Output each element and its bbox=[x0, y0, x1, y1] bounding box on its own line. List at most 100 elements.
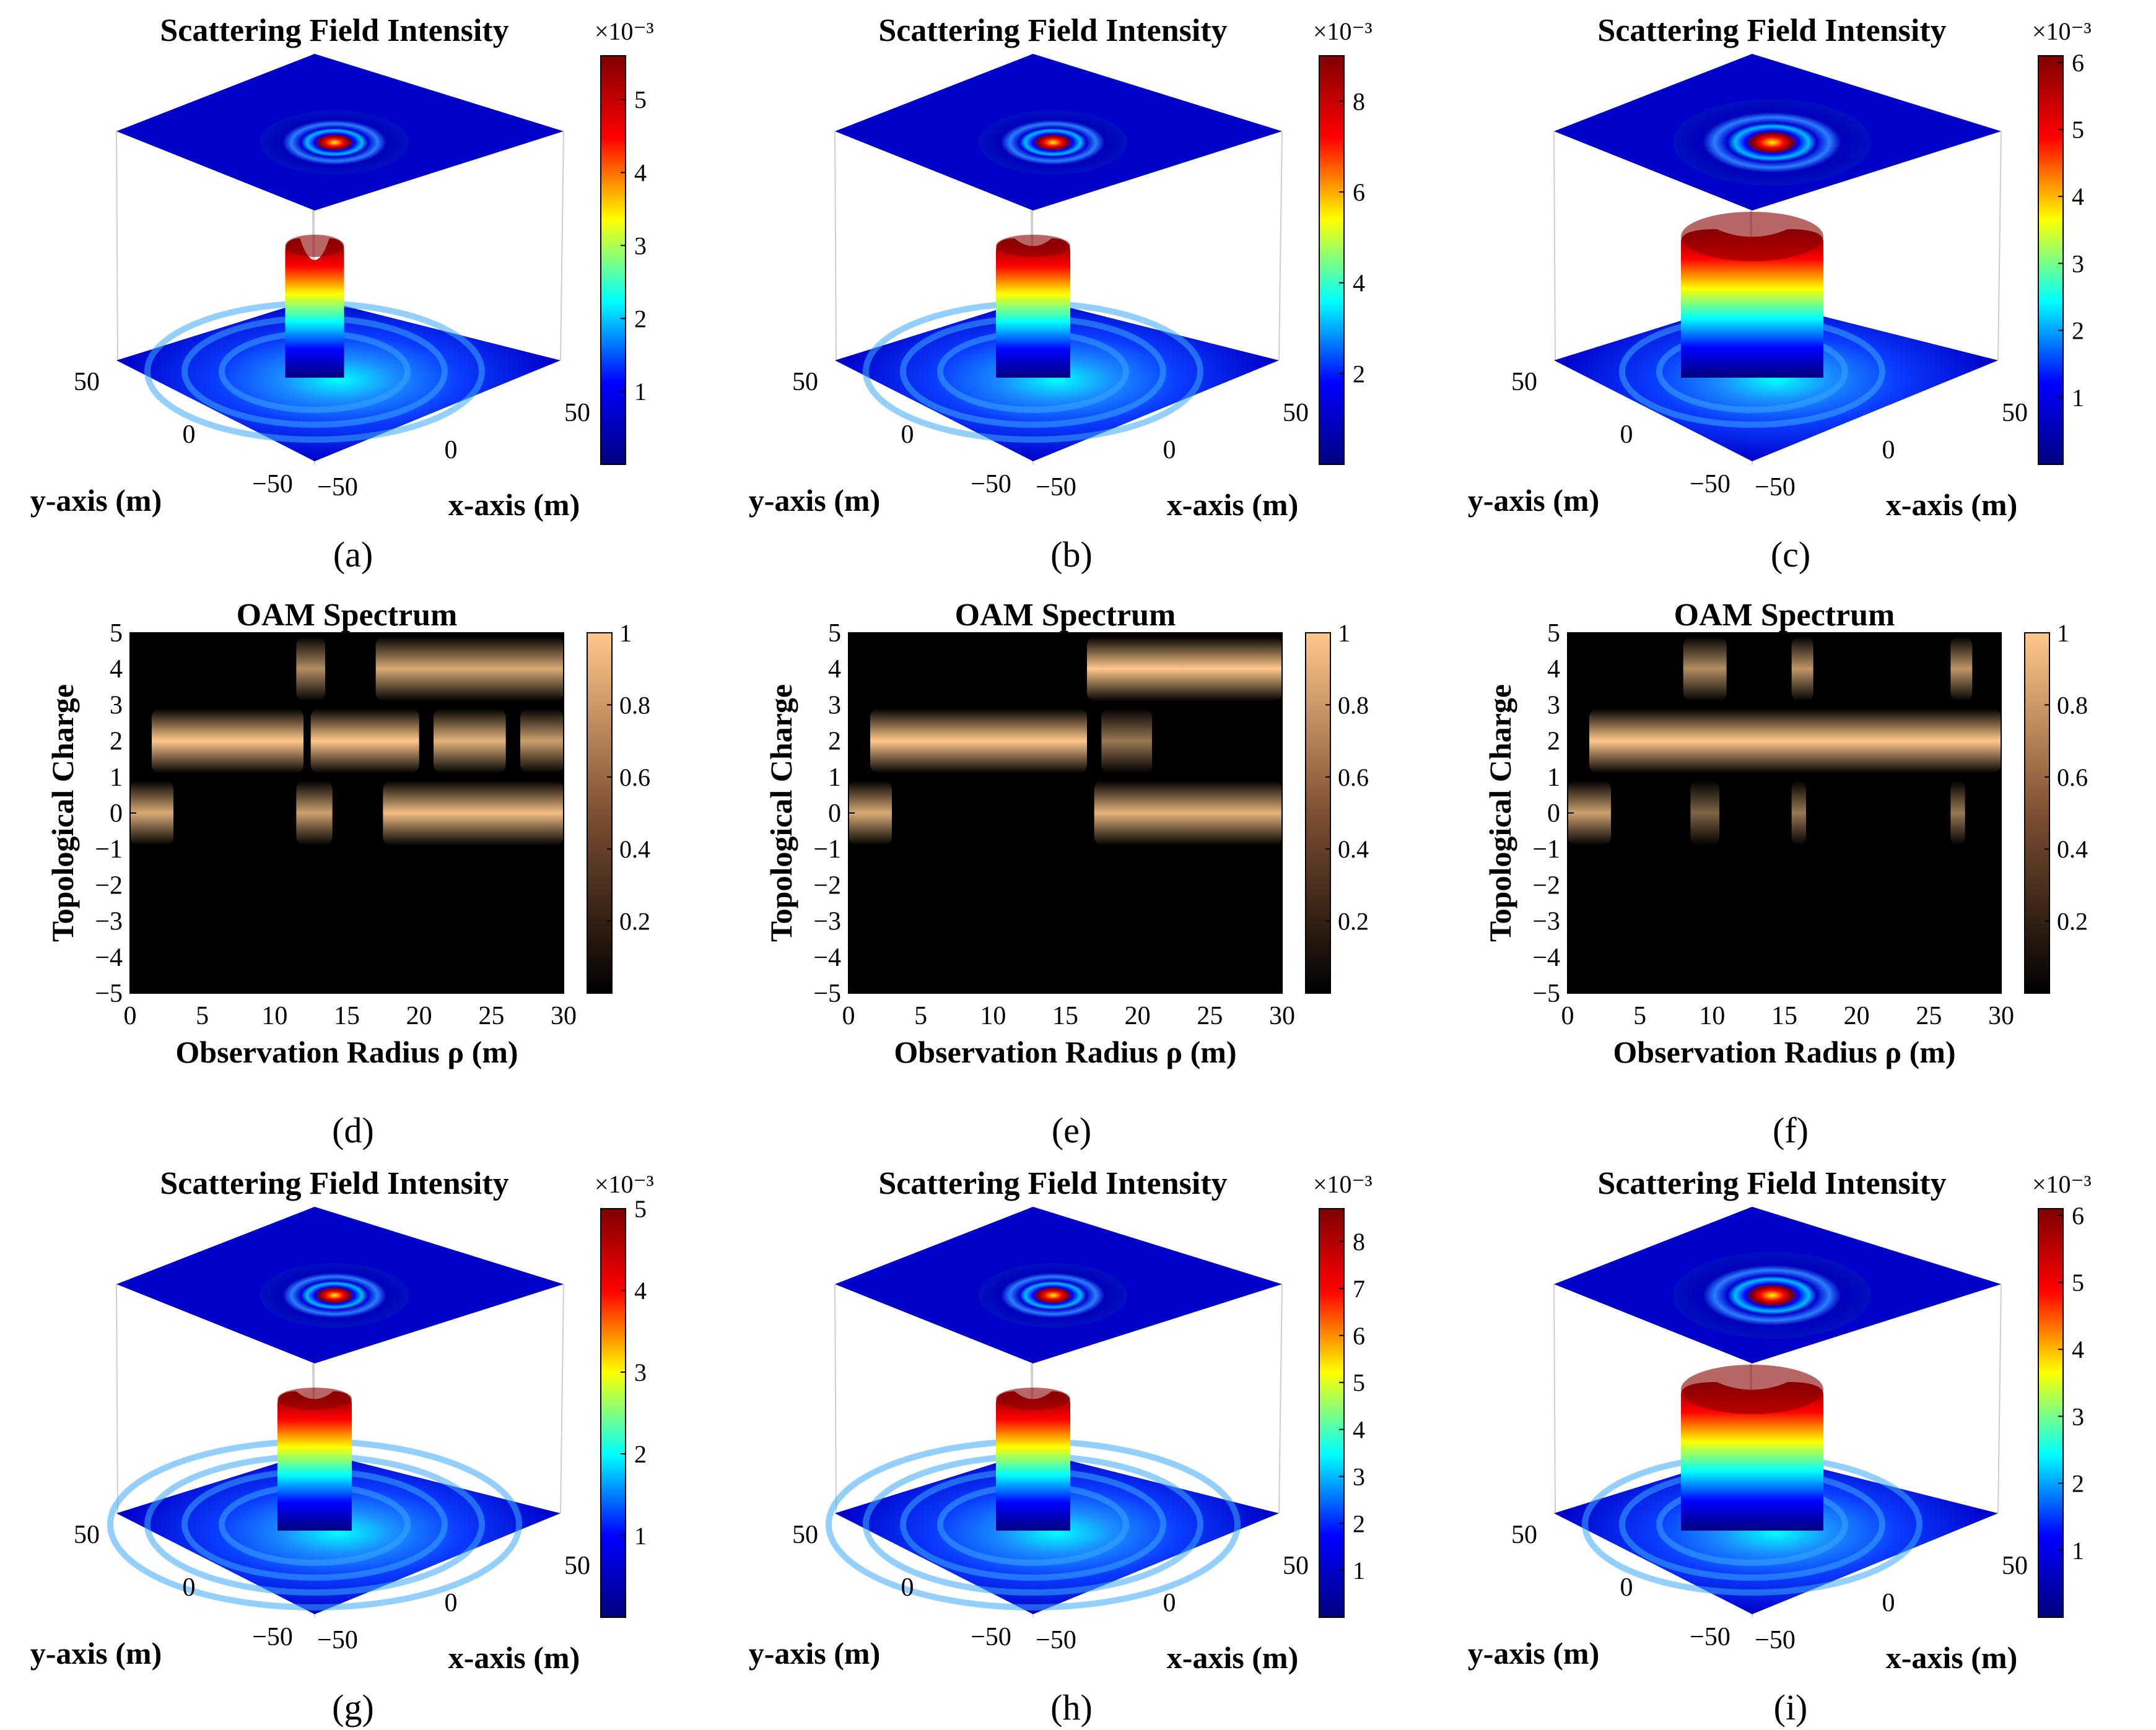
y-tick-label: −1 bbox=[95, 835, 123, 864]
x-tick-label: 0 bbox=[842, 1002, 855, 1030]
colorbar-tick-label: 7 bbox=[1353, 1275, 1365, 1303]
y-tick-label: −4 bbox=[1532, 944, 1560, 972]
colorbar-tick-label: 0.4 bbox=[619, 835, 650, 863]
chart-title: Scattering Field Intensity bbox=[160, 13, 508, 48]
peak-rim bbox=[277, 1388, 352, 1410]
colorbar-tick-label: 8 bbox=[1353, 1228, 1365, 1256]
floor-surface bbox=[835, 1451, 1279, 1614]
x-axis-label: Observation Radius ρ (m) bbox=[175, 1035, 518, 1069]
colorbar-multiplier: ×10⁻³ bbox=[2032, 1170, 2092, 1198]
colorbar-tick-label: 3 bbox=[2072, 250, 2084, 277]
spectrum-band-segment bbox=[1950, 780, 1965, 846]
colorbar-tick-label: 2 bbox=[1353, 1510, 1365, 1537]
colorbar-tick-label: 3 bbox=[634, 232, 647, 259]
central-peak bbox=[277, 1391, 352, 1531]
panel-caption: (a) bbox=[333, 534, 373, 575]
x-tick-label: 0 bbox=[1561, 1002, 1574, 1030]
panel-caption: (h) bbox=[1050, 1687, 1093, 1728]
y-tick-label: 4 bbox=[1547, 655, 1560, 684]
y-tick-label: 0 bbox=[183, 1573, 196, 1602]
chart-title: OAM Spectrum bbox=[237, 598, 458, 633]
colorbar-tick-label: 2 bbox=[1353, 360, 1365, 388]
y-tick-label: −3 bbox=[813, 908, 841, 936]
spectrum-band-segment bbox=[1791, 636, 1813, 702]
central-peak bbox=[996, 1391, 1070, 1531]
y-tick-label: 2 bbox=[828, 728, 841, 756]
x-tick-label: 5 bbox=[1633, 1002, 1646, 1030]
box-edge bbox=[1278, 131, 1283, 361]
chart-title: OAM Spectrum bbox=[1674, 598, 1895, 633]
floor-surface bbox=[116, 298, 561, 461]
chart-title: Scattering Field Intensity bbox=[878, 1166, 1227, 1201]
x-axis-label: x-axis (m) bbox=[1886, 1640, 2017, 1675]
y-tick-label: −50 bbox=[252, 1623, 293, 1651]
panel-caption: (b) bbox=[1050, 534, 1093, 575]
y-tick-label: −50 bbox=[971, 470, 1011, 498]
y-tick-label: 0 bbox=[901, 1573, 914, 1602]
colorbar-tick-label: 0.4 bbox=[2057, 835, 2088, 863]
y-tick-label: 0 bbox=[1620, 420, 1633, 449]
colorbar-tick-label: 2 bbox=[634, 305, 647, 333]
y-tick-label: −3 bbox=[95, 908, 123, 936]
y-tick-label: 5 bbox=[828, 619, 841, 648]
colorbar-tick-label: 4 bbox=[1353, 269, 1365, 297]
colorbar-tick-label: 5 bbox=[1353, 1369, 1365, 1397]
y-tick-label: 50 bbox=[74, 368, 100, 396]
panel-caption: (i) bbox=[1774, 1687, 1808, 1728]
y-tick-label: 5 bbox=[1547, 619, 1560, 648]
spectrum-band-segment bbox=[1101, 708, 1152, 773]
panel-caption: (g) bbox=[332, 1687, 374, 1728]
y-tick-label: 4 bbox=[110, 655, 123, 684]
central-peak bbox=[996, 238, 1070, 378]
colorbar-tick-label: 4 bbox=[1353, 1416, 1365, 1444]
floor-surface bbox=[1554, 1451, 1998, 1614]
colorbar bbox=[2024, 632, 2050, 994]
spectrum-band-segment bbox=[1589, 708, 2001, 773]
colorbar-tick-label: 6 bbox=[2072, 1202, 2084, 1230]
x-axis-label: Observation Radius ρ (m) bbox=[1613, 1035, 1955, 1069]
colorbar-tick-label: 4 bbox=[2072, 1336, 2084, 1363]
y-tick-label: −1 bbox=[813, 835, 841, 864]
spectrum-band-segment bbox=[1568, 780, 1611, 846]
y-axis-label: y-axis (m) bbox=[1468, 483, 1599, 518]
y-tick-label: −2 bbox=[1532, 871, 1560, 900]
y-tick-label: 4 bbox=[828, 655, 841, 684]
x-axis-label: x-axis (m) bbox=[1167, 1640, 1298, 1675]
colorbar-tick-label: 2 bbox=[2072, 317, 2084, 345]
spectrum-band-segment bbox=[130, 780, 173, 846]
y-tick-label: −2 bbox=[95, 871, 123, 900]
x-tick-label: 25 bbox=[1197, 1002, 1223, 1030]
colorbar-multiplier: ×10⁻³ bbox=[1313, 1170, 1373, 1198]
y-tick-label: 50 bbox=[1511, 368, 1537, 396]
x-tick-label: 30 bbox=[1269, 1002, 1295, 1030]
x-tick-label: 50 bbox=[1283, 1552, 1309, 1580]
spectrum-band-segment bbox=[1950, 636, 1973, 702]
y-tick-label: 0 bbox=[901, 420, 914, 449]
chart-title: Scattering Field Intensity bbox=[878, 13, 1227, 48]
x-tick-label: 10 bbox=[1699, 1002, 1725, 1030]
y-tick-label: −5 bbox=[813, 980, 841, 1008]
x-tick-label: −50 bbox=[1036, 1626, 1076, 1654]
x-tick-label: 0 bbox=[445, 436, 458, 464]
y-tick-label: −2 bbox=[813, 871, 841, 900]
colorbar-tick-label: 1 bbox=[1338, 619, 1350, 647]
spectrum-band-segment bbox=[520, 708, 564, 773]
spectrum-band-segment bbox=[434, 708, 506, 773]
x-axis-label: Observation Radius ρ (m) bbox=[894, 1035, 1236, 1069]
colorbar-tick-label: 1 bbox=[619, 619, 632, 647]
y-tick-label: −4 bbox=[95, 944, 123, 972]
colorbar-tick-label: 6 bbox=[1353, 178, 1365, 206]
peak-rim bbox=[1681, 212, 1823, 261]
x-tick-label: 5 bbox=[914, 1002, 927, 1030]
colorbar-tick-label: 6 bbox=[2072, 49, 2084, 77]
y-tick-label: −50 bbox=[1690, 470, 1730, 498]
colorbar-tick-label: 5 bbox=[634, 1195, 647, 1223]
box-edge bbox=[1997, 131, 2002, 361]
box-edge bbox=[560, 1284, 564, 1514]
colorbar-tick-label: 4 bbox=[634, 1277, 647, 1305]
y-axis-label: Topological Charge bbox=[1483, 684, 1517, 942]
y-tick-label: 50 bbox=[792, 1521, 818, 1549]
spectrum-band-segment bbox=[1791, 780, 1806, 846]
y-tick-label: 2 bbox=[1547, 728, 1560, 756]
